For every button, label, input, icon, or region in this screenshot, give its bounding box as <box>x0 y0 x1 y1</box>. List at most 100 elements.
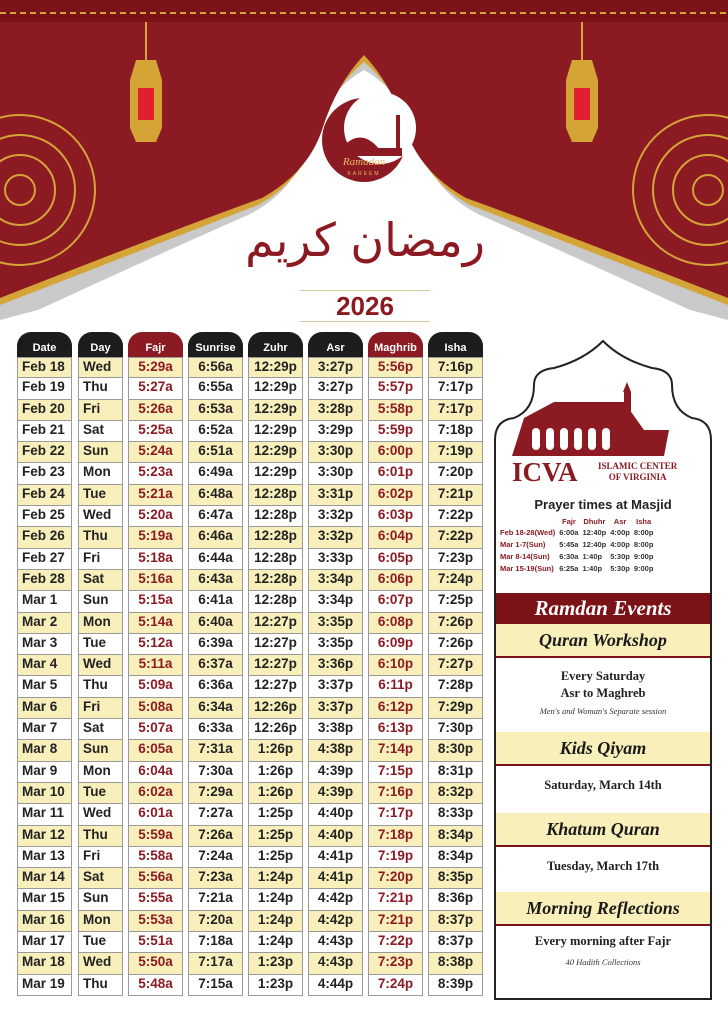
event-detail: Every Saturday <box>560 669 646 683</box>
pt-time: 4:00p <box>610 540 630 549</box>
event-detail: Saturday, March 14th <box>544 778 662 792</box>
table-cell: 6:34a <box>188 697 243 720</box>
table-cell: 6:04a <box>128 761 183 783</box>
pt-header: Asr <box>613 517 627 526</box>
table-cell: 5:58a <box>128 846 183 869</box>
pt-time: 5:30p <box>610 564 630 573</box>
table-cell: Mar 17 <box>17 932 72 954</box>
table-cell: 8:34p <box>428 825 483 847</box>
mandala-left <box>0 114 96 266</box>
pt-time: 6:00a <box>559 528 579 537</box>
header-decoration <box>0 0 728 330</box>
table-cell: Wed <box>78 804 123 826</box>
table-cell: 5:11a <box>128 655 183 677</box>
table-cell: 12:28p <box>248 527 303 549</box>
table-cell: 1:26p <box>248 782 303 805</box>
column-zuhr: Zuhr 12:29p 12:29p 12:29p 12:29p 12:29p 12:29p… <box>248 332 303 996</box>
table-cell: 7:21p <box>368 889 423 911</box>
table-cell: 6:36a <box>188 676 243 698</box>
table-cell: Sat <box>78 719 123 741</box>
masjid-info-panel: ICVA ISLAMIC CENTER OF VIRGINIA Prayer t… <box>494 340 712 1000</box>
pt-row: Feb 18-28(Wed) 6:00a 12:40p 4:00p 8:00p <box>498 527 655 539</box>
column-day: Day Wed Thu Fri Sat Sun Mon Tue Wed Thu Fri Sat Sun M… <box>78 332 123 996</box>
table-cell: Feb 19 <box>17 378 72 400</box>
table-cell: 3:35p <box>308 612 363 634</box>
table-cell: 3:31p <box>308 484 363 507</box>
table-cell: 6:51a <box>188 442 243 464</box>
table-cell: 1:25p <box>248 804 303 826</box>
table-cell: Feb 22 <box>17 442 72 464</box>
table-cell: Mar 3 <box>17 633 72 656</box>
table-cell: 3:35p <box>308 633 363 656</box>
table-cell: 8:37p <box>428 932 483 954</box>
table-cell: 12:29p <box>248 442 303 464</box>
table-cell: 6:02p <box>368 484 423 507</box>
event-title: Khatum Quran <box>496 813 710 847</box>
table-cell: 5:09a <box>128 676 183 698</box>
column-fajr: Fajr 5:29a 5:27a 5:26a 5:25a 5:24a 5:23a 5:21a 5… <box>128 332 183 996</box>
pt-row: Mar 15-19(Sun) 6:25a 1:40p 5:30p 9:00p <box>498 563 655 575</box>
pt-range: Mar 8-14(Sun) <box>500 552 550 561</box>
column-header: Asr <box>308 332 363 357</box>
table-cell: 8:35p <box>428 868 483 890</box>
table-cell: Thu <box>78 378 123 400</box>
table-cell: 12:29p <box>248 357 303 379</box>
table-cell: Mar 18 <box>17 953 72 975</box>
pt-header: Isha <box>636 517 652 526</box>
table-cell: 7:15a <box>188 974 243 996</box>
table-cell: 6:06p <box>368 569 423 592</box>
table-cell: 5:29a <box>128 357 183 379</box>
column-header: Day <box>78 332 123 357</box>
pt-time: 6:30a <box>559 552 579 561</box>
table-cell: 7:17p <box>428 399 483 421</box>
table-cell: 4:42p <box>308 889 363 911</box>
table-cell: 3:32p <box>308 506 363 528</box>
column-sunrise: Sunrise 6:56a 6:55a 6:53a 6:52a 6:51a 6:49a 6:4… <box>188 332 243 996</box>
table-cell: 7:21a <box>188 889 243 911</box>
table-cell: 4:42p <box>308 910 363 933</box>
table-cell: Fri <box>78 548 123 570</box>
table-cell: 6:37a <box>188 655 243 677</box>
table-cell: 7:22p <box>428 506 483 528</box>
pt-time: 12:40p <box>582 540 607 549</box>
table-cell: 5:59p <box>368 420 423 443</box>
table-cell: 4:41p <box>308 846 363 869</box>
table-cell: 1:26p <box>248 740 303 762</box>
table-cell: 6:44a <box>188 548 243 570</box>
table-cell: 6:39a <box>188 633 243 656</box>
pt-time: 4:00p <box>610 528 630 537</box>
table-cell: Mon <box>78 463 123 485</box>
table-cell: 6:48a <box>188 484 243 507</box>
event-detail: Tuesday, March 17th <box>546 859 660 873</box>
table-cell: 4:43p <box>308 932 363 954</box>
table-cell: 7:17a <box>188 953 243 975</box>
table-cell: Mar 5 <box>17 676 72 698</box>
table-cell: 6:47a <box>188 506 243 528</box>
table-cell: 3:33p <box>308 548 363 570</box>
table-cell: 5:50a <box>128 953 183 975</box>
table-cell: 8:36p <box>428 889 483 911</box>
table-cell: Wed <box>78 953 123 975</box>
org-name-line2: OF VIRGINIA <box>608 472 667 482</box>
table-cell: Mar 10 <box>17 782 72 805</box>
table-cell: 4:40p <box>308 825 363 847</box>
lantern-left-icon <box>130 22 162 142</box>
table-cell: 12:28p <box>248 548 303 570</box>
table-cell: 1:23p <box>248 974 303 996</box>
table-cell: 6:11p <box>368 676 423 698</box>
table-cell: Fri <box>78 697 123 720</box>
table-cell: 8:39p <box>428 974 483 996</box>
table-cell: 12:27p <box>248 676 303 698</box>
table-cell: 5:20a <box>128 506 183 528</box>
column-asr: Asr 3:27p 3:27p 3:28p 3:29p 3:30p 3:30p 3:31p 3:… <box>308 332 363 996</box>
table-cell: 6:03p <box>368 506 423 528</box>
table-cell: 7:16p <box>428 357 483 379</box>
table-cell: 7:16p <box>368 782 423 805</box>
table-cell: 1:25p <box>248 825 303 847</box>
table-cell: 7:20p <box>428 463 483 485</box>
table-cell: 3:27p <box>308 357 363 379</box>
pt-time: 12:40p <box>582 528 607 537</box>
table-cell: Mar 6 <box>17 697 72 720</box>
table-cell: 7:19p <box>428 442 483 464</box>
table-cell: 7:27p <box>428 655 483 677</box>
